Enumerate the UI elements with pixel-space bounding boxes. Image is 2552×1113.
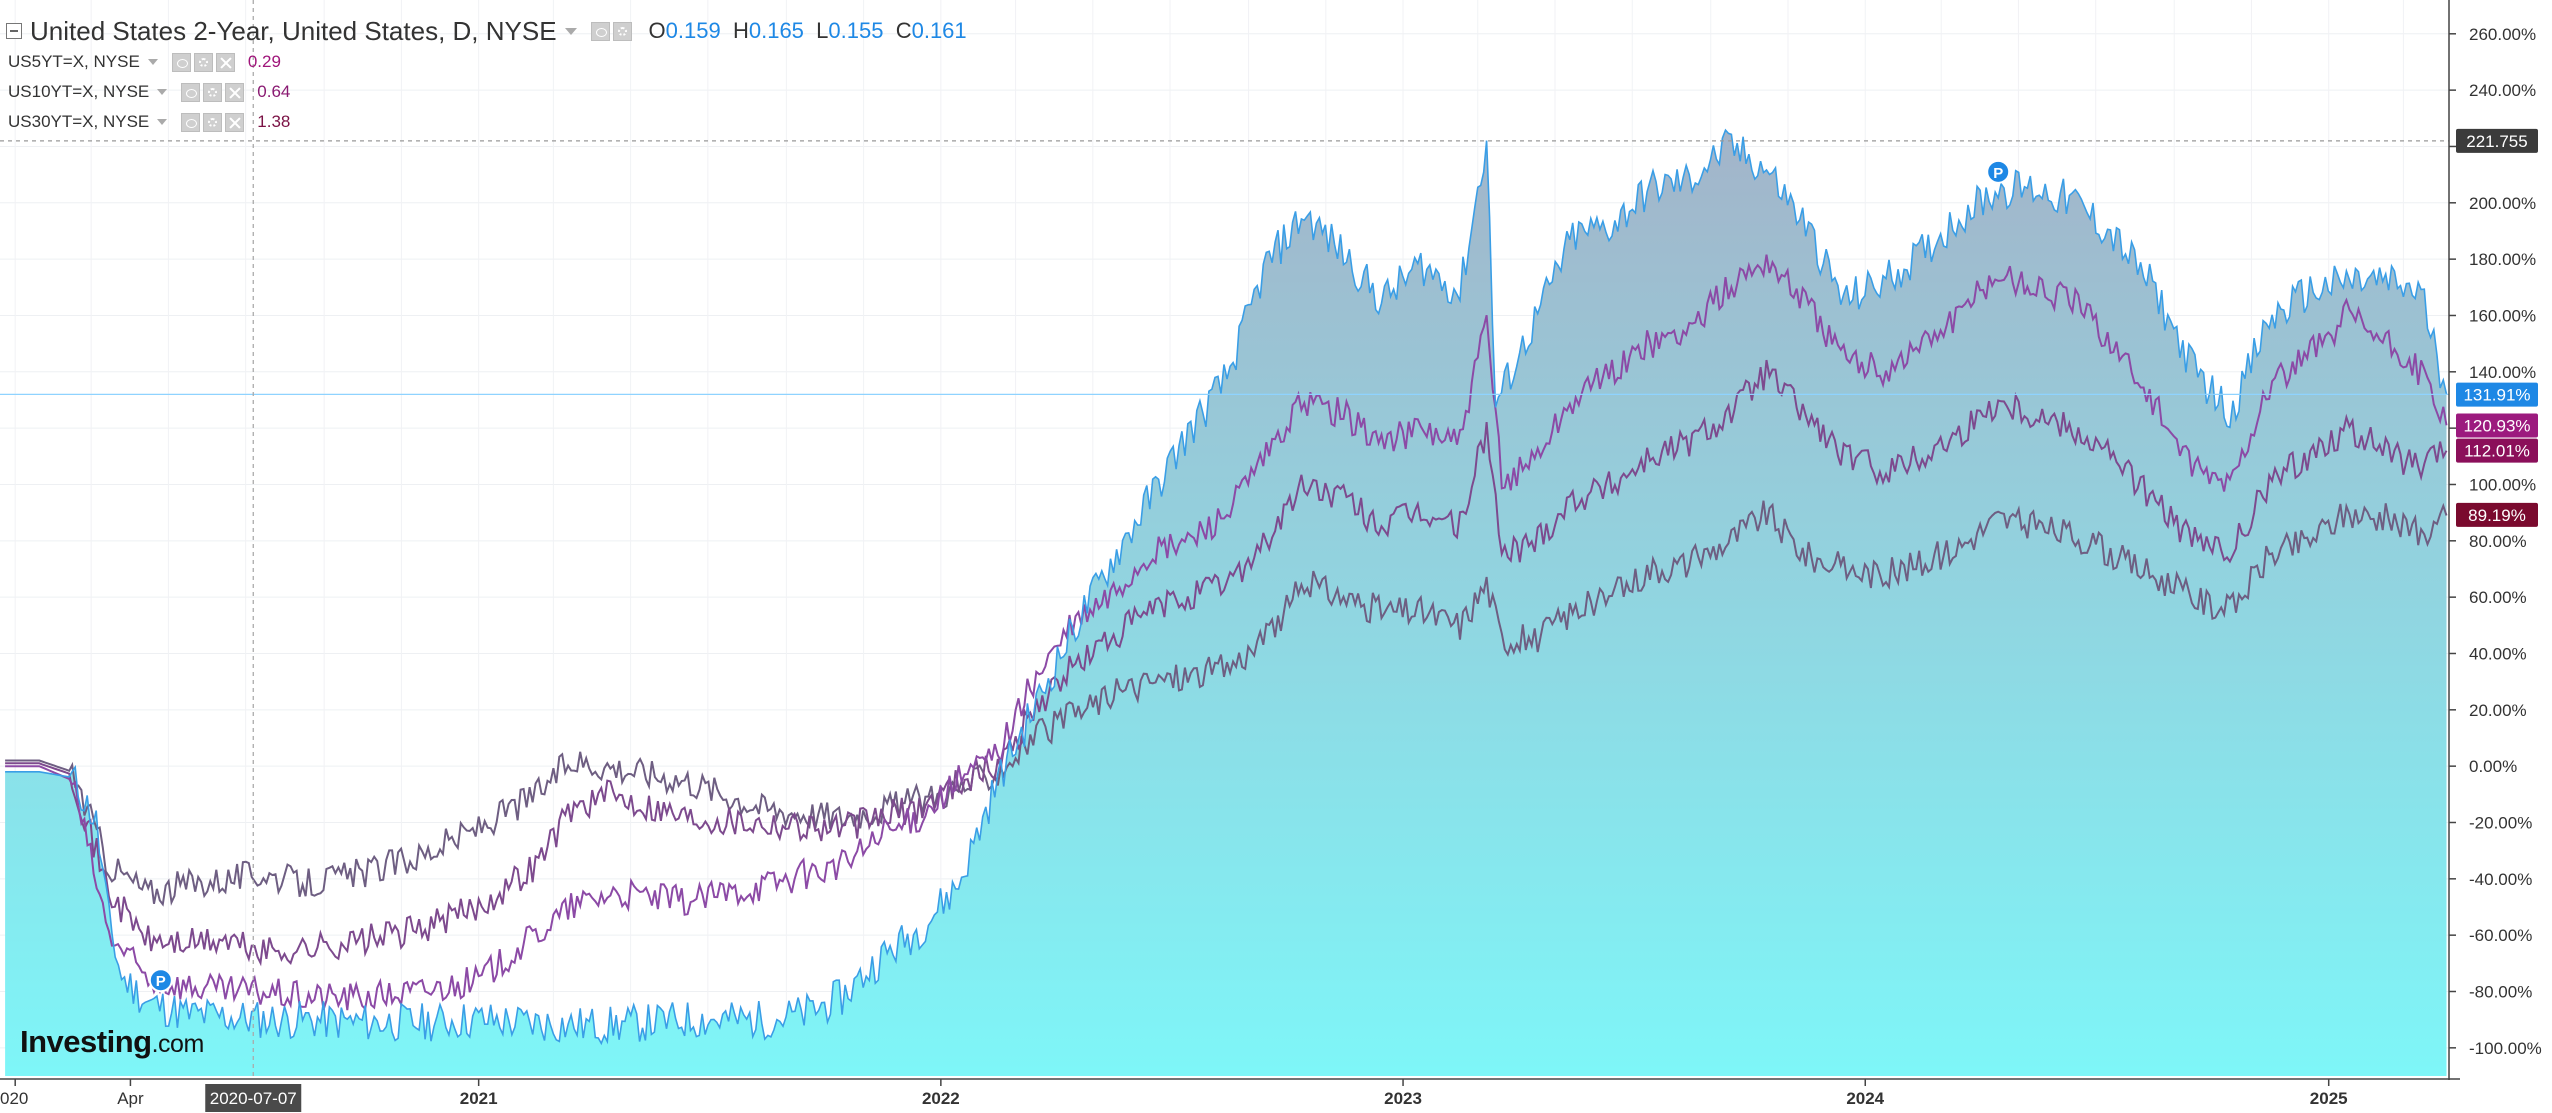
open-value: 0.159 bbox=[665, 18, 721, 43]
collapse-icon[interactable] bbox=[6, 23, 22, 39]
logo-brand: Investing bbox=[20, 1024, 152, 1059]
x-tick-label: Apr bbox=[117, 1089, 144, 1108]
gear-icon[interactable] bbox=[203, 82, 223, 102]
legend-value-us10y: 0.64 bbox=[257, 82, 291, 101]
price-tag-label: 120.93% bbox=[2463, 417, 2530, 436]
y-tick-label: 180.00% bbox=[2469, 250, 2536, 269]
eye-icon[interactable] bbox=[181, 82, 201, 102]
series-line-us2y bbox=[5, 128, 2448, 1046]
low-label: L bbox=[816, 18, 829, 43]
y-tick-label: -40.00% bbox=[2469, 870, 2532, 889]
price-tag-box bbox=[2456, 128, 2538, 153]
logo-domain: .com bbox=[151, 1030, 205, 1058]
y-tick-label: 80.00% bbox=[2469, 532, 2527, 551]
close-label: C bbox=[895, 18, 912, 43]
x-tick-label: 2021 bbox=[460, 1089, 498, 1108]
high-label: H bbox=[732, 18, 749, 43]
y-tick-label: 40.00% bbox=[2469, 644, 2527, 663]
eye-icon[interactable] bbox=[171, 52, 191, 72]
gear-icon[interactable] bbox=[193, 52, 213, 72]
series-line-us5y bbox=[5, 254, 2448, 1011]
open-label: O bbox=[648, 18, 666, 43]
legend-main-row: United States 2-Year, United States, D, … bbox=[6, 14, 967, 48]
price-tag-label: 131.91% bbox=[2463, 386, 2530, 405]
x-tick-label: 2024 bbox=[1846, 1089, 1884, 1108]
legend-title-us5y[interactable]: US5YT=X, NYSE bbox=[8, 52, 140, 71]
eye-icon[interactable] bbox=[590, 21, 610, 41]
investing-logo: Investing.com bbox=[20, 1024, 204, 1060]
high-value: 0.165 bbox=[748, 18, 804, 43]
y-tick-label: 20.00% bbox=[2469, 701, 2527, 720]
legend-title-us10y[interactable]: US10YT=X, NYSE bbox=[8, 82, 150, 101]
legend-title-us30y[interactable]: US30YT=X, NYSE bbox=[8, 112, 150, 131]
legend-value-us5y: 0.29 bbox=[247, 52, 281, 71]
x-tick-label: 2025 bbox=[2310, 1089, 2348, 1108]
legend-row-us30y: US30YT=X, NYSE 1.38 bbox=[8, 109, 290, 135]
marker-p[interactable] bbox=[1986, 159, 2011, 184]
crosshair-date-label: 2020-07-07 bbox=[210, 1089, 297, 1108]
y-tick-label: 260.00% bbox=[2469, 25, 2536, 44]
chevron-down-icon[interactable] bbox=[157, 89, 168, 95]
chevron-down-icon[interactable] bbox=[157, 119, 168, 125]
price-tag-label: 221.755 bbox=[2466, 132, 2527, 151]
y-tick-label: 100.00% bbox=[2469, 475, 2536, 494]
series-line-us30y bbox=[5, 500, 2448, 907]
chevron-down-icon[interactable] bbox=[147, 59, 158, 65]
close-icon[interactable] bbox=[215, 52, 235, 72]
price-tag-box bbox=[2456, 438, 2538, 463]
low-value: 0.155 bbox=[828, 18, 884, 43]
marker-p[interactable] bbox=[148, 968, 173, 993]
close-icon[interactable] bbox=[225, 112, 245, 132]
gear-icon[interactable] bbox=[612, 21, 632, 41]
crosshair-date-box bbox=[205, 1084, 302, 1112]
chevron-down-icon[interactable] bbox=[564, 27, 577, 35]
series-line-us10y bbox=[5, 359, 2448, 967]
x-tick-label: 2022 bbox=[922, 1089, 960, 1108]
y-tick-label: -100.00% bbox=[2469, 1039, 2542, 1058]
price-tag-box bbox=[2456, 413, 2538, 438]
marker-label: P bbox=[1993, 165, 2003, 182]
price-tag-box bbox=[2456, 502, 2538, 527]
y-tick-label: 200.00% bbox=[2469, 194, 2536, 213]
y-tick-label: 60.00% bbox=[2469, 588, 2527, 607]
legend-row-us10y: US10YT=X, NYSE 0.64 bbox=[8, 79, 290, 105]
y-tick-label: 160.00% bbox=[2469, 306, 2536, 325]
y-tick-label: 240.00% bbox=[2469, 81, 2536, 100]
y-tick-label: 0.00% bbox=[2469, 757, 2517, 776]
eye-icon[interactable] bbox=[181, 112, 201, 132]
y-tick-label: 140.00% bbox=[2469, 363, 2536, 382]
ohlc-values: O0.159 H0.165 L0.155 C0.161 bbox=[649, 18, 967, 44]
legend-value-us30y: 1.38 bbox=[257, 112, 291, 131]
price-tag-label: 112.01% bbox=[2464, 442, 2530, 461]
x-tick-label: 2023 bbox=[1384, 1089, 1422, 1108]
price-tag-label: 89.19% bbox=[2468, 506, 2526, 525]
y-tick-label: -60.00% bbox=[2469, 926, 2532, 945]
y-tick-label: -20.00% bbox=[2469, 813, 2532, 832]
close-value: 0.161 bbox=[911, 18, 967, 43]
gear-icon[interactable] bbox=[203, 112, 223, 132]
main-series-title[interactable]: United States 2-Year, United States, D, … bbox=[30, 15, 557, 46]
y-tick-label: -80.00% bbox=[2469, 982, 2532, 1001]
legend-row-us5y: US5YT=X, NYSE 0.29 bbox=[8, 49, 281, 75]
close-icon[interactable] bbox=[225, 82, 245, 102]
series-area-us2y bbox=[5, 130, 2447, 1076]
marker-label: P bbox=[156, 973, 166, 990]
x-tick-label: 020 bbox=[0, 1089, 28, 1108]
price-tag-box bbox=[2456, 382, 2538, 407]
